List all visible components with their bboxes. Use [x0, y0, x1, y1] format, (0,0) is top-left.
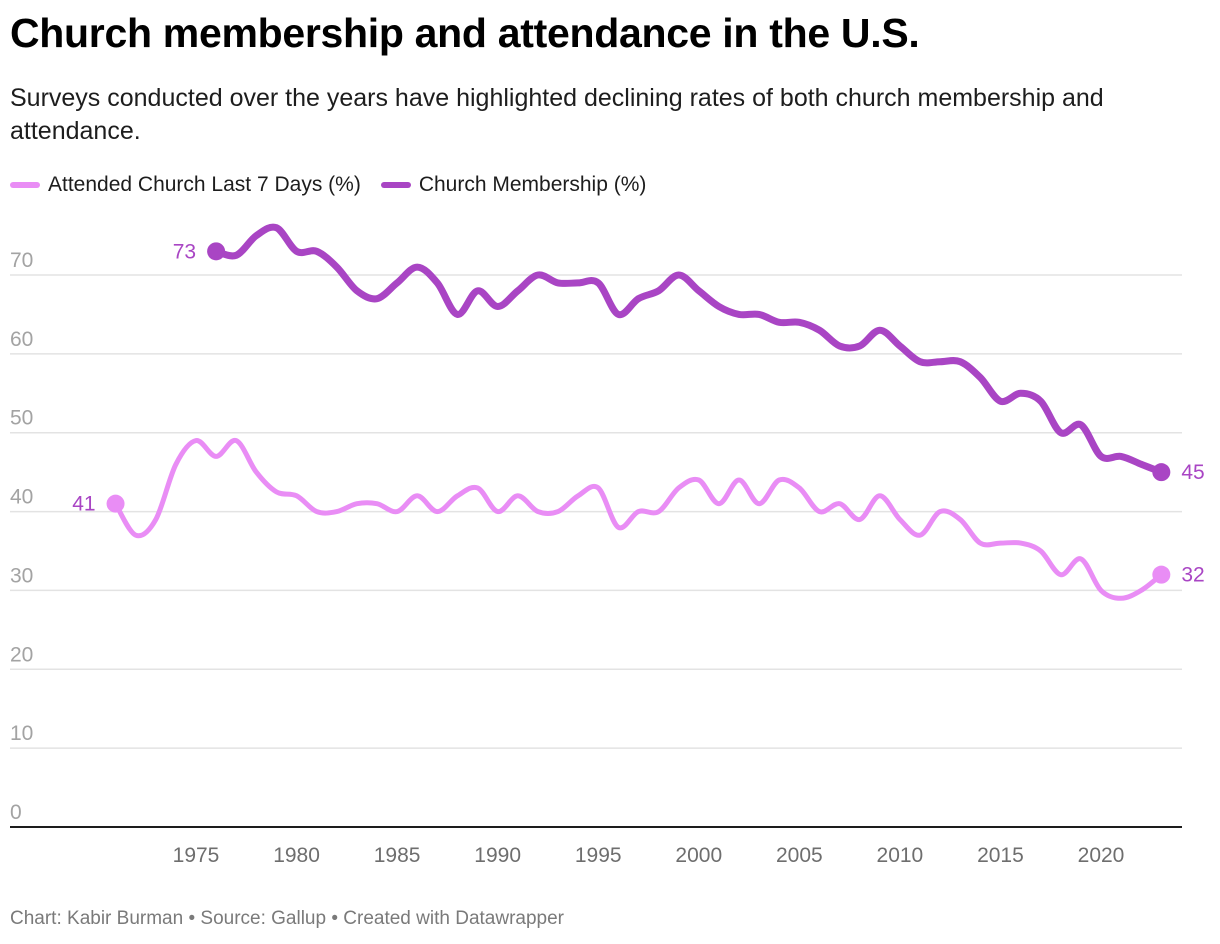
chart-footer: Chart: Kabir Burman • Source: Gallup • C…: [10, 908, 564, 930]
y-tick-label: 30: [10, 564, 33, 587]
y-tick-label: 50: [10, 407, 33, 430]
x-tick-label: 1980: [273, 844, 320, 867]
start-point-attendance: [107, 495, 125, 513]
y-tick-label: 10: [10, 722, 33, 745]
end-label-attendance: 32: [1181, 564, 1204, 587]
y-tick-label: 60: [10, 328, 33, 351]
y-tick-label: 20: [10, 643, 33, 666]
x-tick-label: 2000: [675, 844, 722, 867]
x-tick-label: 1975: [173, 844, 220, 867]
end-point-attendance: [1152, 566, 1170, 584]
y-tick-label: 0: [10, 801, 22, 824]
start-point-membership: [207, 242, 225, 260]
x-tick-label: 2010: [877, 844, 924, 867]
x-tick-label: 1995: [575, 844, 622, 867]
end-label-membership: 45: [1181, 461, 1204, 484]
x-tick-label: 2015: [977, 844, 1024, 867]
line-chart: 0 10 20 30 40 50 60 70 1975 1980 1985 1990 1995 2000 2…: [0, 0, 1220, 944]
x-tick-label: 2020: [1078, 844, 1125, 867]
series-line-attendance: [116, 440, 1162, 598]
y-tick-label: 70: [10, 249, 33, 272]
end-point-membership: [1152, 463, 1170, 481]
x-tick-label: 1990: [474, 844, 521, 867]
series-line-membership: [216, 227, 1161, 472]
start-label-membership: 73: [173, 240, 196, 263]
start-label-attendance: 41: [72, 493, 95, 516]
x-tick-label: 2005: [776, 844, 823, 867]
y-tick-label: 40: [10, 486, 33, 509]
x-tick-label: 1985: [374, 844, 421, 867]
